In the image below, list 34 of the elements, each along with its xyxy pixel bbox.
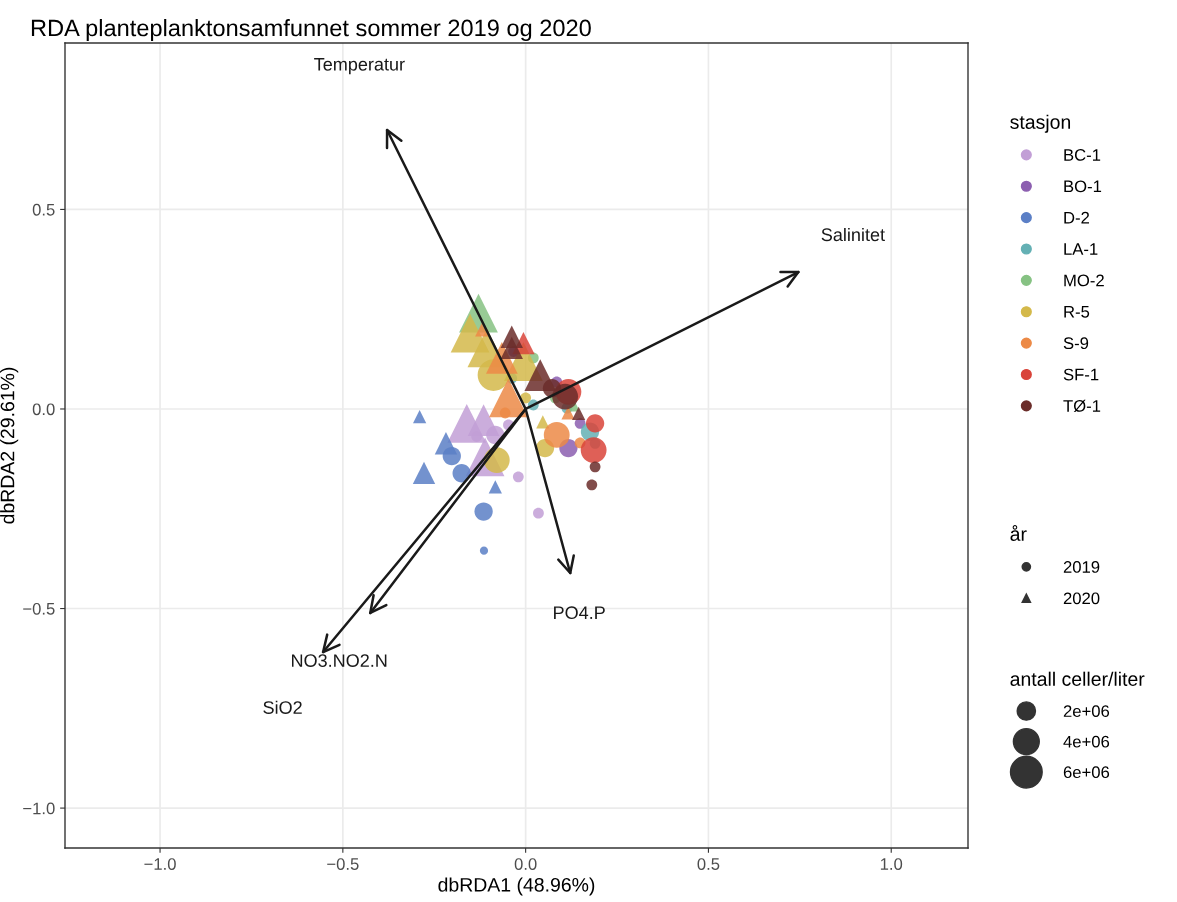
legend-label: 4e+06 — [1063, 735, 1110, 748]
legend-label: BO-1 — [1064, 180, 1102, 193]
legend-label: BC-1 — [1064, 149, 1101, 161]
x-tick-label: 0.5 — [697, 858, 720, 870]
legend-label: MO-2 — [1064, 274, 1104, 287]
text: Temperatur — [314, 58, 405, 75]
x-tick-label: −1.0 — [144, 858, 176, 870]
text: NO3.NO2.N — [292, 654, 387, 667]
x-tick-label: 0.0 — [514, 858, 537, 870]
chart-title: RDA planteplanktonsamfunnet sommer 2019 og 2020 — [31, 19, 591, 41]
y-axis-title: dbRDA2 (29.61%) — [0, 367, 19, 524]
legend-label: D-2 — [1064, 211, 1090, 224]
legend-label: SF-1 — [1063, 368, 1099, 381]
x-tick-label: −0.5 — [327, 858, 359, 870]
legend-label: TØ-1 — [1063, 399, 1101, 413]
text: PO4.P — [554, 606, 605, 620]
y-tick-label: 0.0 — [32, 403, 55, 416]
text: 2019 — [1063, 561, 1100, 573]
y-tick-label: 0.5 — [32, 203, 55, 216]
text: år — [1010, 525, 1027, 541]
legend-label: LA-1 — [1064, 243, 1098, 255]
legend-label: 2e+06 — [1063, 705, 1110, 718]
x-tick-label: 1.0 — [880, 858, 903, 870]
text: SiO2 — [263, 700, 302, 714]
text: stasjon — [1010, 114, 1071, 133]
legend-label: 6e+06 — [1063, 766, 1110, 779]
text: Salinitet — [821, 227, 885, 242]
y-tick-label: −0.5 — [23, 602, 55, 615]
legend-label: S-9 — [1063, 337, 1089, 350]
text: 2020 — [1063, 592, 1100, 605]
text: antall celler/liter — [1010, 671, 1145, 686]
legend-label: R-5 — [1064, 306, 1090, 318]
y-tick-label: −1.0 — [23, 802, 55, 815]
x-axis-title: dbRDA1 (48.96%) — [438, 877, 595, 896]
